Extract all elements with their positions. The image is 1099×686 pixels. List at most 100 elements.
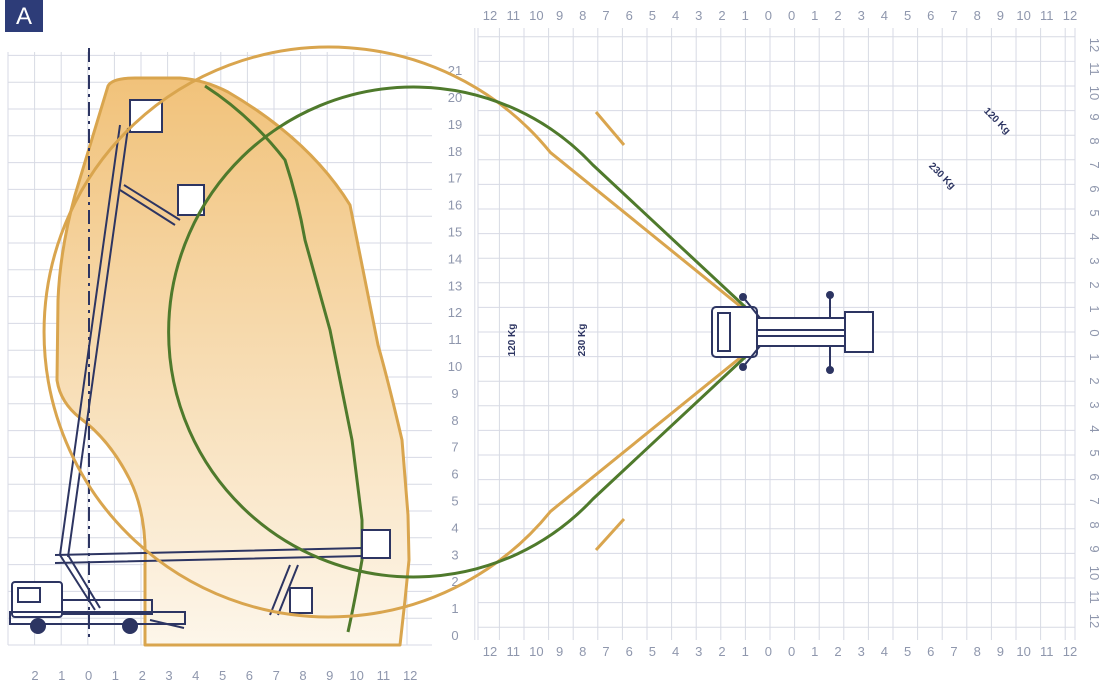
bottom-tick-label: 1 [742,644,749,659]
reach-tick-label: 9 [326,668,333,683]
top-tick-label: 4 [881,8,888,23]
reduced-load-curve [204,84,364,633]
right-tick-label: 4 [1087,233,1099,240]
sector-230kg [167,85,774,579]
bottom-tick-label: 3 [695,644,702,659]
right-tick-label: 9 [1087,113,1099,120]
reach-tick-label: 1 [112,668,119,683]
right-tick-label: 7 [1087,497,1099,504]
height-tick-label: 9 [451,386,458,401]
right-tick-label: 7 [1087,161,1099,168]
bottom-tick-label: 7 [950,644,957,659]
right-tick-label: 11 [1087,62,1099,76]
height-tick-label: 2 [451,574,458,589]
height-tick-label: 17 [448,171,462,186]
sector-notch-edge [594,111,626,146]
bottom-tick-label: 7 [602,644,609,659]
reach-axis: 2 1 0 1 2 3 4 5 6 7 8 9 10 11 12 [31,668,417,683]
bottom-tick-label: 2 [718,644,725,659]
reach-tick-label: 8 [299,668,306,683]
reach-tick-label: 6 [246,668,253,683]
right-tick-label: 2 [1087,281,1099,288]
height-tick-label: 6 [451,467,458,482]
top-tick-label: 9 [997,8,1004,23]
right-tick-label: 9 [1087,545,1099,552]
right-tick-label: 5 [1087,209,1099,216]
bottom-tick-label: 8 [579,644,586,659]
height-tick-label: 20 [448,90,462,105]
top-tick-label: 12 [483,8,497,23]
rotation-zones [42,45,774,619]
right-tick-label: 5 [1087,449,1099,456]
top-tick-label: 0 [788,8,795,23]
bottom-tick-label: 5 [904,644,911,659]
height-tick-label: 14 [448,251,462,266]
bottom-tick-label: 3 [858,644,865,659]
bottom-tick-label: 10 [529,644,543,659]
top-tick-label: 7 [602,8,609,23]
top-tick-label: 11 [506,8,520,23]
reach-tick-label: 7 [273,668,280,683]
top-tick-label: 8 [579,8,586,23]
height-tick-label: 4 [451,520,458,535]
height-tick-label: 3 [451,547,458,562]
height-tick-label: 16 [448,198,462,213]
right-tick-label: 3 [1087,257,1099,264]
load-label-230-left: 230 Kg [577,324,588,357]
top-view-right-axis: 1211109876543210123456789101112 [1087,38,1099,628]
height-tick-label: 19 [448,117,462,132]
right-tick-label: 3 [1087,401,1099,408]
reach-tick-label: 0 [85,668,92,683]
working-envelope-area [55,76,411,647]
bottom-tick-label: 4 [881,644,888,659]
bottom-tick-label: 10 [1016,644,1030,659]
reach-tick-label: 4 [192,668,199,683]
right-tick-label: 1 [1087,353,1099,360]
bottom-tick-label: 1 [811,644,818,659]
reach-tick-label: 5 [219,668,226,683]
sector-120kg [42,45,774,619]
badge-box [5,0,43,32]
right-tick-label: 4 [1087,425,1099,432]
right-tick-label: 8 [1087,137,1099,144]
bottom-tick-label: 5 [649,644,656,659]
height-tick-label: 1 [451,601,458,616]
top-view-grid [474,28,1076,640]
boom-stowed [59,99,205,611]
reach-tick-label: 3 [165,668,172,683]
right-tick-label: 0 [1087,329,1099,336]
right-tick-label: 6 [1087,185,1099,192]
reach-tick-label: 1 [58,668,65,683]
right-tick-label: 6 [1087,473,1099,480]
right-tick-label: 12 [1087,614,1099,628]
top-tick-label: 0 [765,8,772,23]
bottom-tick-label: 0 [765,644,772,659]
top-tick-label: 3 [695,8,702,23]
reach-tick-label: 2 [31,668,38,683]
bottom-tick-label: 9 [997,644,1004,659]
top-tick-label: 8 [974,8,981,23]
right-tick-label: 10 [1087,566,1099,580]
top-tick-label: 11 [1040,8,1054,23]
top-tick-label: 6 [927,8,934,23]
right-tick-label: 12 [1087,38,1099,52]
right-tick-label: 10 [1087,86,1099,100]
badge-label: A [16,3,32,30]
top-tick-label: 12 [1063,8,1077,23]
bottom-tick-label: 12 [483,644,497,659]
height-tick-label: 11 [448,332,462,347]
height-tick-label: 0 [451,628,458,643]
top-tick-label: 10 [529,8,543,23]
bottom-tick-label: 0 [788,644,795,659]
truck-side-view [9,581,186,634]
bottom-tick-label: 11 [1040,644,1054,659]
height-tick-label: 7 [451,440,458,455]
top-tick-label: 4 [672,8,679,23]
height-tick-label: 13 [448,278,462,293]
bottom-tick-label: 12 [1063,644,1077,659]
height-tick-label: 10 [448,359,462,374]
bottom-tick-label: 2 [834,644,841,659]
sector-notch-edge [594,517,626,552]
